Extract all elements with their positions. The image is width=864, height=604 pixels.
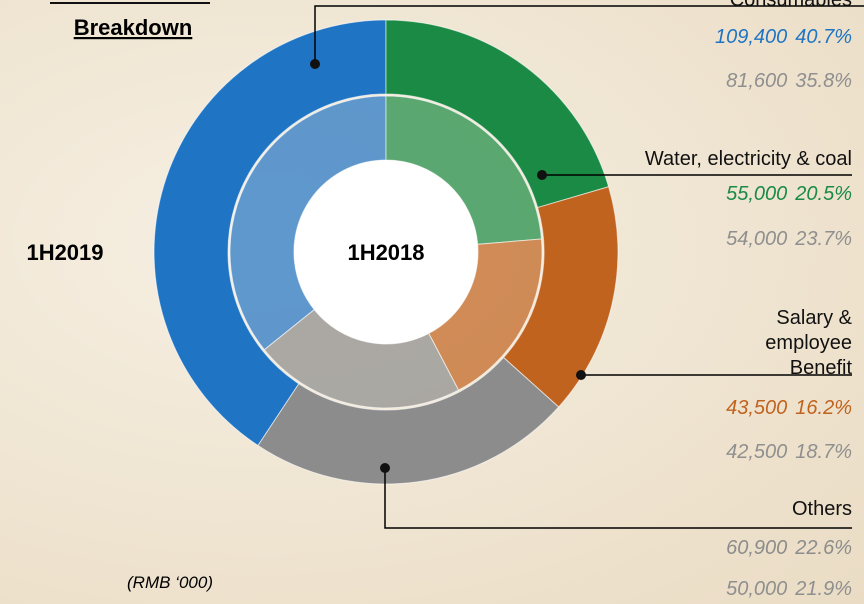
share-label: 16.2% xyxy=(795,397,852,419)
value-row: 50,000 21.9% xyxy=(726,578,852,601)
leader-dot xyxy=(380,463,390,473)
value-label: 109,400 xyxy=(714,26,788,48)
unit-note: (RMB ‘000) xyxy=(127,573,213,592)
leader-line xyxy=(384,468,852,529)
leader-dot xyxy=(576,370,586,380)
rings xyxy=(153,19,619,485)
leader-line xyxy=(314,5,864,64)
value-row: 54,000 23.7% xyxy=(726,228,852,251)
value-row: 109,400 40.7% xyxy=(715,26,852,49)
share-label: 23.7% xyxy=(795,228,852,250)
value-label: 81,600 xyxy=(726,70,788,92)
outer-ring-label: 1H2019 xyxy=(26,240,103,265)
leader-dot xyxy=(310,59,320,69)
wedge xyxy=(257,356,560,485)
category-label: Water, electricity & coal xyxy=(644,148,852,170)
wedge xyxy=(153,19,387,447)
category-label: Consumables xyxy=(729,0,852,11)
leader-dots xyxy=(310,59,586,473)
value-row: 43,500 16.2% xyxy=(726,397,852,420)
category-label: Others xyxy=(791,498,852,520)
share-label: 20.5% xyxy=(795,183,852,205)
leader-dot xyxy=(537,170,547,180)
value-label: 54,000 xyxy=(726,228,788,250)
value-label: 43,500 xyxy=(726,397,788,419)
share-label: 35.8% xyxy=(795,70,852,92)
value-row: 42,500 18.7% xyxy=(726,441,852,464)
share-label: 18.7% xyxy=(795,441,852,463)
value-label: 42,500 xyxy=(726,441,788,463)
share-label: 40.7% xyxy=(795,26,852,48)
value-label: 60,900 xyxy=(726,537,788,559)
chart-title: Breakdown xyxy=(74,15,193,40)
value-label: 55,000 xyxy=(726,183,788,205)
value-label: 50,000 xyxy=(726,578,788,600)
center-hole xyxy=(294,160,478,344)
value-row: 55,000 20.5% xyxy=(726,183,852,206)
value-row: 81,600 35.8% xyxy=(726,70,852,93)
category-label: Salary & employee Benefit xyxy=(765,307,852,379)
wedge xyxy=(229,95,387,351)
leader-lines xyxy=(314,5,864,529)
share-label: 22.6% xyxy=(795,537,852,559)
inner-ring-label: 1H2018 xyxy=(347,240,424,265)
value-row: 60,900 22.6% xyxy=(726,537,852,560)
share-label: 21.9% xyxy=(795,578,852,600)
